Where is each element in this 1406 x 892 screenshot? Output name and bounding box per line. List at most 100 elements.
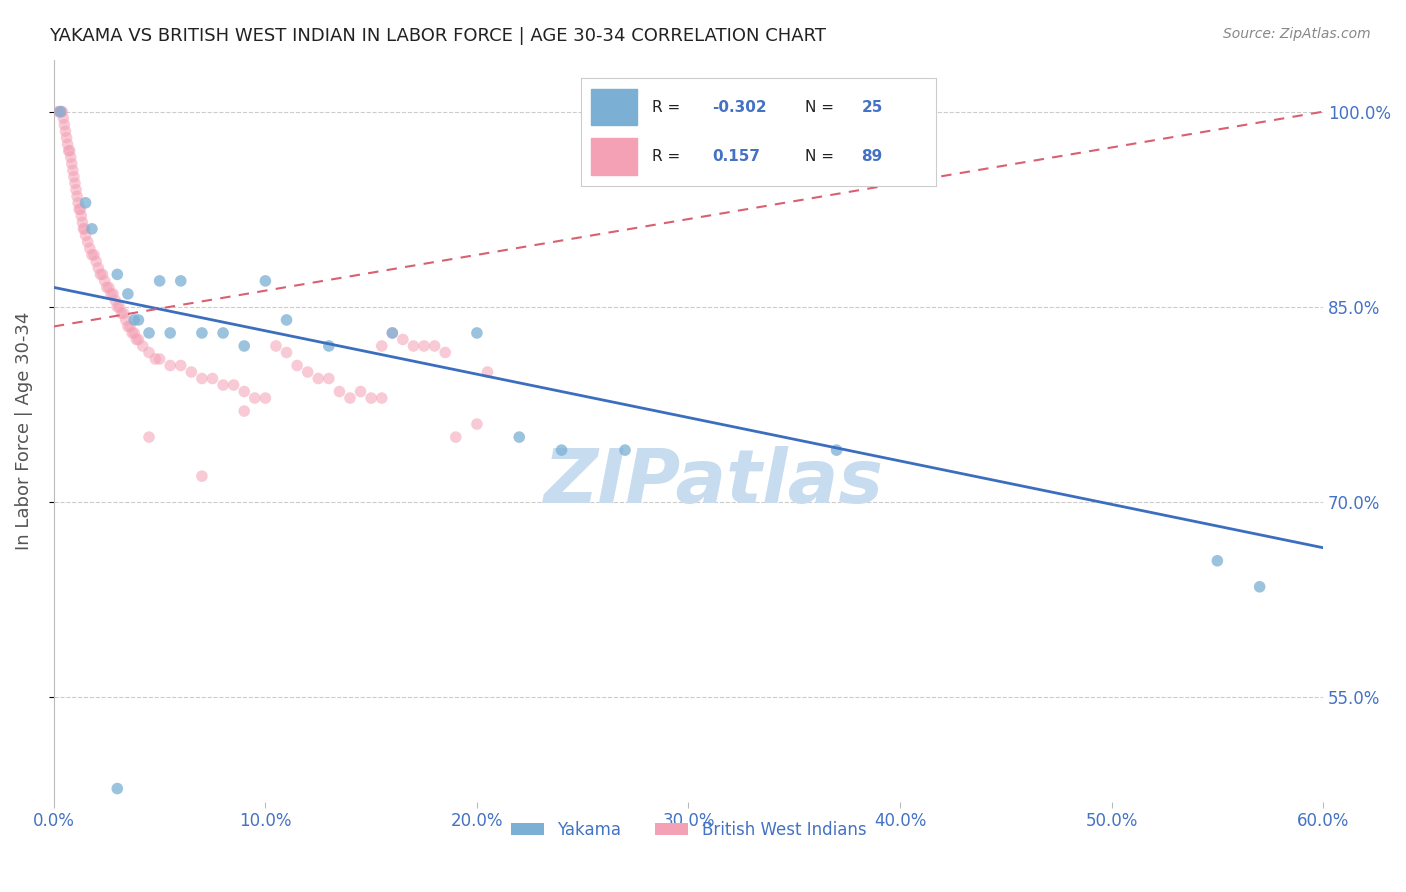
Point (371, 339, 394, 353)
Point (52, 111, 75, 125)
Point (328, 384, 350, 399)
Point (138, 326, 160, 340)
Point (73, 222, 96, 236)
Point (55, 124, 77, 138)
Legend: Yakama, British West Indians: Yakama, British West Indians (505, 814, 873, 846)
Point (614, 443, 637, 458)
Point (59, 144, 82, 158)
Point (381, 326, 404, 340)
Y-axis label: In Labor Force | Age 30-34: In Labor Force | Age 30-34 (15, 311, 32, 549)
Point (127, 333, 149, 347)
Point (63, 176, 86, 190)
Point (83, 248, 105, 262)
Point (508, 430, 530, 444)
Point (56, 137, 79, 152)
Point (84, 254, 107, 268)
Point (191, 326, 214, 340)
Point (825, 443, 848, 458)
Point (381, 326, 404, 340)
Point (138, 430, 160, 444)
Point (1206, 554, 1229, 568)
Point (58, 144, 80, 158)
Point (87, 260, 110, 275)
Point (51, 104, 73, 119)
Point (191, 371, 214, 385)
Point (170, 359, 193, 373)
Point (104, 293, 127, 308)
Point (170, 274, 193, 288)
Point (138, 345, 160, 359)
Point (465, 417, 488, 431)
Point (75, 195, 97, 210)
Point (149, 274, 172, 288)
Point (112, 306, 135, 320)
Point (117, 286, 139, 301)
Point (131, 339, 153, 353)
Point (80, 248, 103, 262)
Point (276, 345, 298, 359)
Point (264, 339, 287, 353)
Point (423, 339, 446, 353)
Point (55, 130, 77, 145)
Point (105, 300, 128, 314)
Point (65, 183, 87, 197)
Point (434, 345, 457, 359)
Point (180, 365, 202, 379)
Point (59, 150, 82, 164)
Point (276, 313, 298, 327)
Point (212, 326, 235, 340)
Point (60, 157, 83, 171)
Point (233, 339, 256, 353)
Point (149, 351, 172, 366)
Point (318, 371, 340, 385)
Point (49, 104, 72, 119)
Point (159, 359, 181, 373)
Point (67, 195, 90, 210)
Point (110, 306, 132, 320)
Point (444, 430, 467, 444)
Point (114, 313, 136, 327)
Point (191, 469, 214, 483)
Text: ZIPatlas: ZIPatlas (544, 446, 884, 519)
Point (69, 202, 91, 217)
Point (392, 333, 415, 347)
Text: Source: ZipAtlas.com: Source: ZipAtlas.com (1223, 27, 1371, 41)
Point (125, 333, 148, 347)
Point (1249, 580, 1271, 594)
Point (91, 268, 114, 282)
Point (122, 313, 145, 327)
Text: YAKAMA VS BRITISH WEST INDIAN IN LABOR FORCE | AGE 30-34 CORRELATION CHART: YAKAMA VS BRITISH WEST INDIAN IN LABOR F… (49, 27, 827, 45)
Point (254, 274, 277, 288)
Point (72, 222, 94, 236)
Point (339, 391, 361, 405)
Point (62, 163, 84, 178)
Point (318, 339, 340, 353)
Point (100, 286, 122, 301)
Point (159, 326, 181, 340)
Point (51, 104, 73, 119)
Point (145, 351, 167, 366)
Point (201, 371, 224, 385)
Point (93, 274, 115, 288)
Point (80, 222, 103, 236)
Point (233, 384, 256, 399)
Point (254, 391, 277, 405)
Point (67, 202, 90, 217)
Point (371, 391, 394, 405)
Point (75, 228, 97, 243)
Point (122, 326, 145, 340)
Point (117, 319, 139, 334)
Point (121, 326, 143, 340)
Point (349, 384, 371, 399)
Point (72, 215, 94, 229)
Point (222, 378, 245, 392)
Point (285, 359, 308, 373)
Point (108, 300, 131, 314)
Point (63, 169, 86, 184)
Point (118, 319, 141, 334)
Point (101, 286, 124, 301)
Point (243, 391, 266, 405)
Point (127, 313, 149, 327)
Point (70, 209, 93, 223)
Point (465, 326, 488, 340)
